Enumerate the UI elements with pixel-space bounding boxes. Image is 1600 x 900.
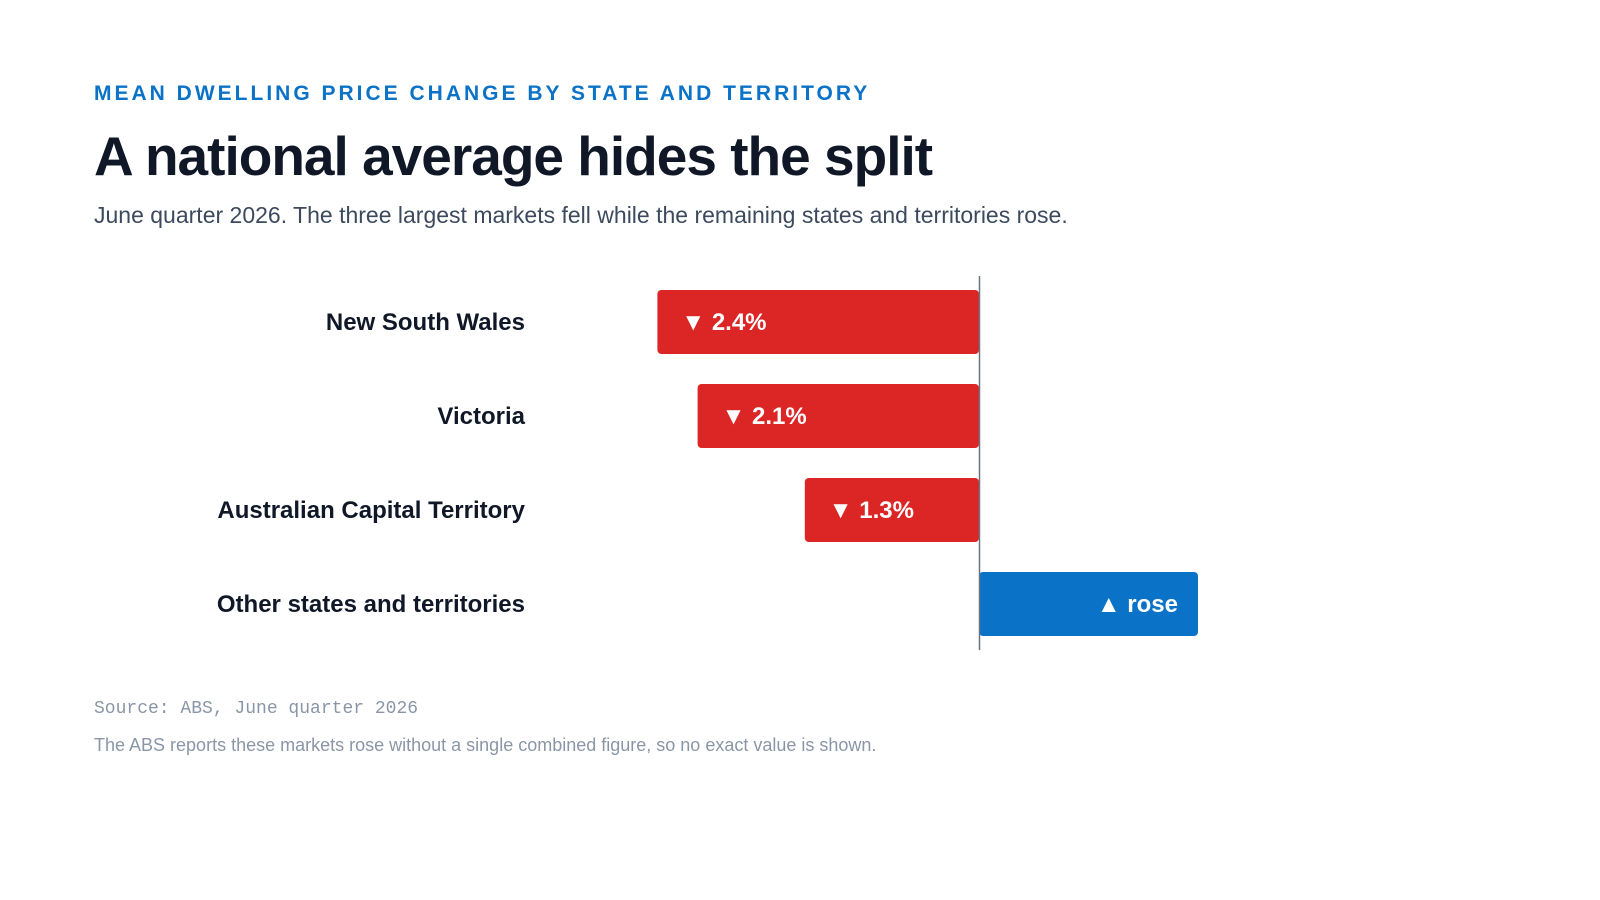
category-label: Victoria: [437, 403, 525, 430]
bar-chart: New South Wales ▼ 2.4% Victoria ▼ 2.1% Austr…: [217, 276, 1198, 650]
category-label: New South Wales: [326, 309, 525, 336]
chart-eyebrow: MEAN DWELLING PRICE CHANGE BY STATE AND …: [94, 82, 871, 105]
data-label: ▼ 2.4%: [681, 309, 766, 336]
bar-fell: [657, 290, 979, 354]
data-label: ▼ 1.3%: [829, 497, 914, 524]
category-label: Other states and territories: [217, 591, 525, 618]
bar-rose: [979, 572, 1198, 636]
chart-subtitle: June quarter 2026. The three largest mar…: [94, 202, 1068, 228]
bar-fell: [804, 478, 979, 542]
source-note: Source: ABS, June quarter 2026: [94, 699, 419, 719]
category-label: Australian Capital Territory: [217, 497, 525, 524]
data-label: ▲ rose: [1097, 591, 1178, 618]
data-label: ▼ 2.1%: [722, 403, 807, 430]
footnote: The ABS reports these markets rose witho…: [94, 735, 877, 755]
bar-fell: [697, 384, 979, 448]
chart-title: A national average hides the split: [94, 125, 933, 187]
